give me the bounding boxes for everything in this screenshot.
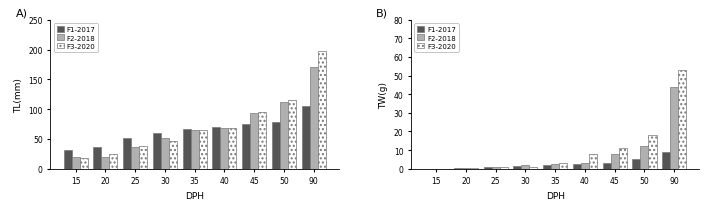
Y-axis label: TL(mm): TL(mm) [14,77,23,112]
Bar [543,165,551,169]
Bar [190,130,199,169]
Bar [581,163,589,169]
Legend: F1-2017, F2-2018, F3-2020: F1-2017, F2-2018, F3-2020 [415,24,459,53]
Bar [484,167,492,169]
Bar [229,129,236,169]
Bar [272,122,280,169]
Bar [551,164,559,169]
Bar [63,150,71,169]
Legend: F1-2017, F2-2018, F3-2020: F1-2017, F2-2018, F3-2020 [54,24,98,53]
Bar [110,154,118,169]
Text: B): B) [376,9,389,19]
Bar [559,163,567,169]
Bar [161,138,169,169]
Text: A): A) [16,9,28,19]
Bar [318,52,326,169]
Bar [603,163,611,169]
Bar [521,165,529,169]
Bar [632,160,640,169]
Bar [529,167,537,169]
Bar [71,157,79,169]
Bar [131,147,139,169]
Bar [242,124,250,169]
Bar [492,167,500,169]
Bar [139,146,147,169]
Bar [221,128,229,169]
Bar [288,101,296,169]
Bar [199,130,207,169]
Bar [678,71,686,169]
X-axis label: DPH: DPH [185,191,204,200]
Bar [500,167,508,169]
Bar [648,136,657,169]
Bar [79,158,88,169]
Bar [153,133,161,169]
Bar [671,87,678,169]
Bar [589,154,597,169]
Bar [619,149,627,169]
Bar [280,102,288,169]
Bar [573,164,581,169]
Bar [301,107,310,169]
Bar [182,130,190,169]
Bar [513,166,521,169]
Bar [462,168,470,169]
Bar [250,114,258,169]
Bar [93,147,102,169]
X-axis label: DPH: DPH [546,191,565,200]
Bar [123,139,131,169]
Bar [213,127,221,169]
Bar [470,168,478,169]
Y-axis label: TW(g): TW(g) [379,81,388,108]
Bar [640,147,648,169]
Bar [169,142,177,169]
Bar [611,154,619,169]
Bar [662,152,671,169]
Bar [310,68,318,169]
Bar [102,157,110,169]
Bar [258,112,266,169]
